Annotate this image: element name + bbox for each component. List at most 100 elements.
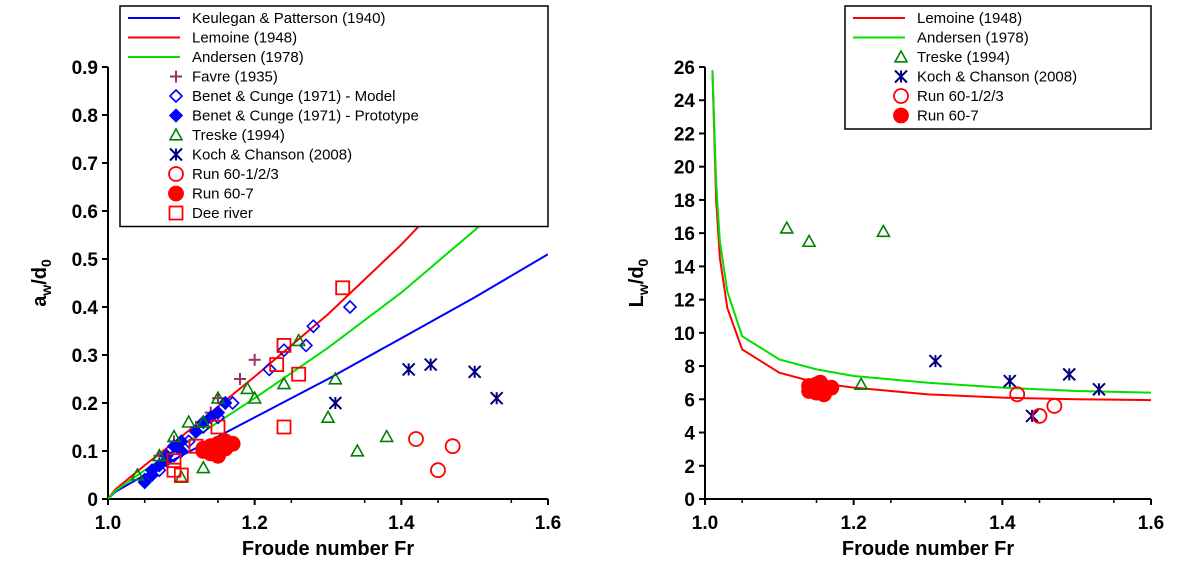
legend-marker: [893, 107, 909, 124]
y-tick-label: 0.2: [72, 394, 98, 415]
y-axis-label: Lw/d0: [626, 258, 651, 307]
data-point: [210, 405, 226, 420]
y-tick-label: 26: [674, 58, 695, 79]
legend-label: Lemoine (1948): [917, 10, 1022, 27]
series-0: [779, 220, 891, 390]
legend-label: Keulegan & Patterson (1940): [192, 10, 385, 27]
data-point: [166, 453, 182, 469]
legend-label: Koch & Chanson (2008): [917, 69, 1077, 86]
legend-marker: [168, 166, 184, 182]
data-point: [1031, 408, 1048, 424]
y-tick-label: 0.7: [72, 154, 98, 175]
data-point: [262, 362, 277, 377]
y-tick-label: 0.4: [72, 298, 99, 319]
data-point: [876, 223, 891, 238]
data-point: [247, 390, 263, 404]
data-point: [129, 467, 145, 481]
data-point: [195, 460, 211, 474]
data-point: [928, 354, 943, 368]
y-tick-label: 6: [684, 390, 695, 411]
x-tick-label: 1.6: [1138, 513, 1164, 534]
x-tick-label: 1.2: [840, 513, 866, 534]
data-point: [276, 419, 292, 435]
legend-marker: [168, 88, 184, 104]
data-point: [801, 233, 817, 248]
curve-andersen: [108, 162, 548, 499]
data-point: [327, 371, 343, 385]
y-tick-label: 4: [684, 424, 695, 445]
data-point: [234, 373, 246, 385]
series-2: [1009, 386, 1063, 424]
legend-label: Andersen (1978): [917, 30, 1029, 47]
series-3: [801, 374, 840, 403]
series-4: [328, 357, 504, 410]
data-point: [298, 338, 314, 353]
data-point: [423, 357, 438, 372]
legend-marker: [894, 69, 908, 84]
y-tick-label: 12: [674, 291, 695, 312]
y-tick-label: 20: [674, 158, 695, 179]
data-point: [812, 374, 829, 391]
legend-marker: [168, 127, 184, 141]
data-point: [151, 448, 167, 462]
data-point: [349, 443, 365, 457]
series-3: [129, 332, 395, 484]
series-7: [166, 280, 351, 483]
x-tick-label: 1.0: [692, 513, 718, 534]
legend-label: Lemoine (1948): [192, 30, 297, 47]
data-point: [239, 380, 255, 395]
y-tick-label: 0.8: [72, 106, 98, 127]
data-point: [1009, 386, 1026, 403]
data-point: [1046, 398, 1063, 414]
data-point: [1092, 382, 1106, 397]
legend-label: Run 60-7: [917, 108, 979, 125]
data-point: [195, 414, 211, 428]
y-tick-label: 14: [674, 257, 696, 278]
y-axis-label: aw/d0: [29, 259, 54, 307]
x-tick-label: 1.4: [989, 513, 1016, 534]
data-point: [188, 424, 204, 439]
legend-label: Benet & Cunge (1971) - Model: [192, 88, 395, 105]
legend-marker: [893, 49, 909, 63]
data-point: [276, 337, 292, 353]
x-tick-label: 1.2: [241, 513, 267, 534]
legend-label: Dee river: [192, 205, 253, 222]
data-point: [335, 280, 351, 296]
data-point: [166, 428, 182, 443]
y-tick-label: 16: [674, 224, 695, 245]
data-point: [467, 365, 482, 379]
legend-label: Koch & Chanson (2008): [192, 147, 352, 164]
legend-label: Run 60-1/2/3: [917, 88, 1004, 105]
series-1: [928, 354, 1106, 423]
legend-label: Favre (1935): [192, 69, 278, 86]
legend-marker: [168, 108, 184, 123]
curve-keulegan: [108, 253, 548, 499]
data-point: [210, 390, 226, 404]
chart-aw-d0: 0 0.1 0.2 0.3 0.4 0.5 0.6 0.7 0.8 0.9 1.0 1.2 1.4 1.6…: [29, 5, 561, 560]
legend: Lemoine (1948) Andersen (1978) Treske (199…: [844, 5, 1152, 130]
legend-label: Treske (1994): [917, 49, 1010, 66]
data-point: [779, 220, 795, 234]
data-point: [210, 447, 226, 464]
legend-marker: [168, 205, 184, 221]
legend-label: Benet & Cunge (1971) - Prototype: [192, 108, 419, 125]
data-point: [1003, 374, 1017, 388]
curve-lemoine: [711, 70, 1151, 402]
x-tick-label: 1.0: [95, 513, 121, 534]
data-point: [853, 376, 869, 390]
data-point: [210, 419, 226, 435]
x-tick-label: 1.4: [388, 513, 415, 534]
data-point: [248, 353, 261, 366]
legend: Keulegan & Patterson (1940) Lemoine (1948…: [119, 5, 549, 228]
data-point: [306, 319, 321, 334]
legend-label: Run 60-7: [192, 186, 254, 203]
data-point: [269, 357, 285, 373]
data-point: [401, 362, 416, 377]
data-point: [1062, 367, 1076, 382]
data-point: [430, 462, 446, 479]
y-tick-label: 0.1: [72, 442, 99, 463]
data-point: [444, 438, 461, 455]
x-tick-label: 1.6: [535, 513, 561, 534]
data-point: [144, 463, 160, 478]
data-point: [291, 366, 307, 382]
